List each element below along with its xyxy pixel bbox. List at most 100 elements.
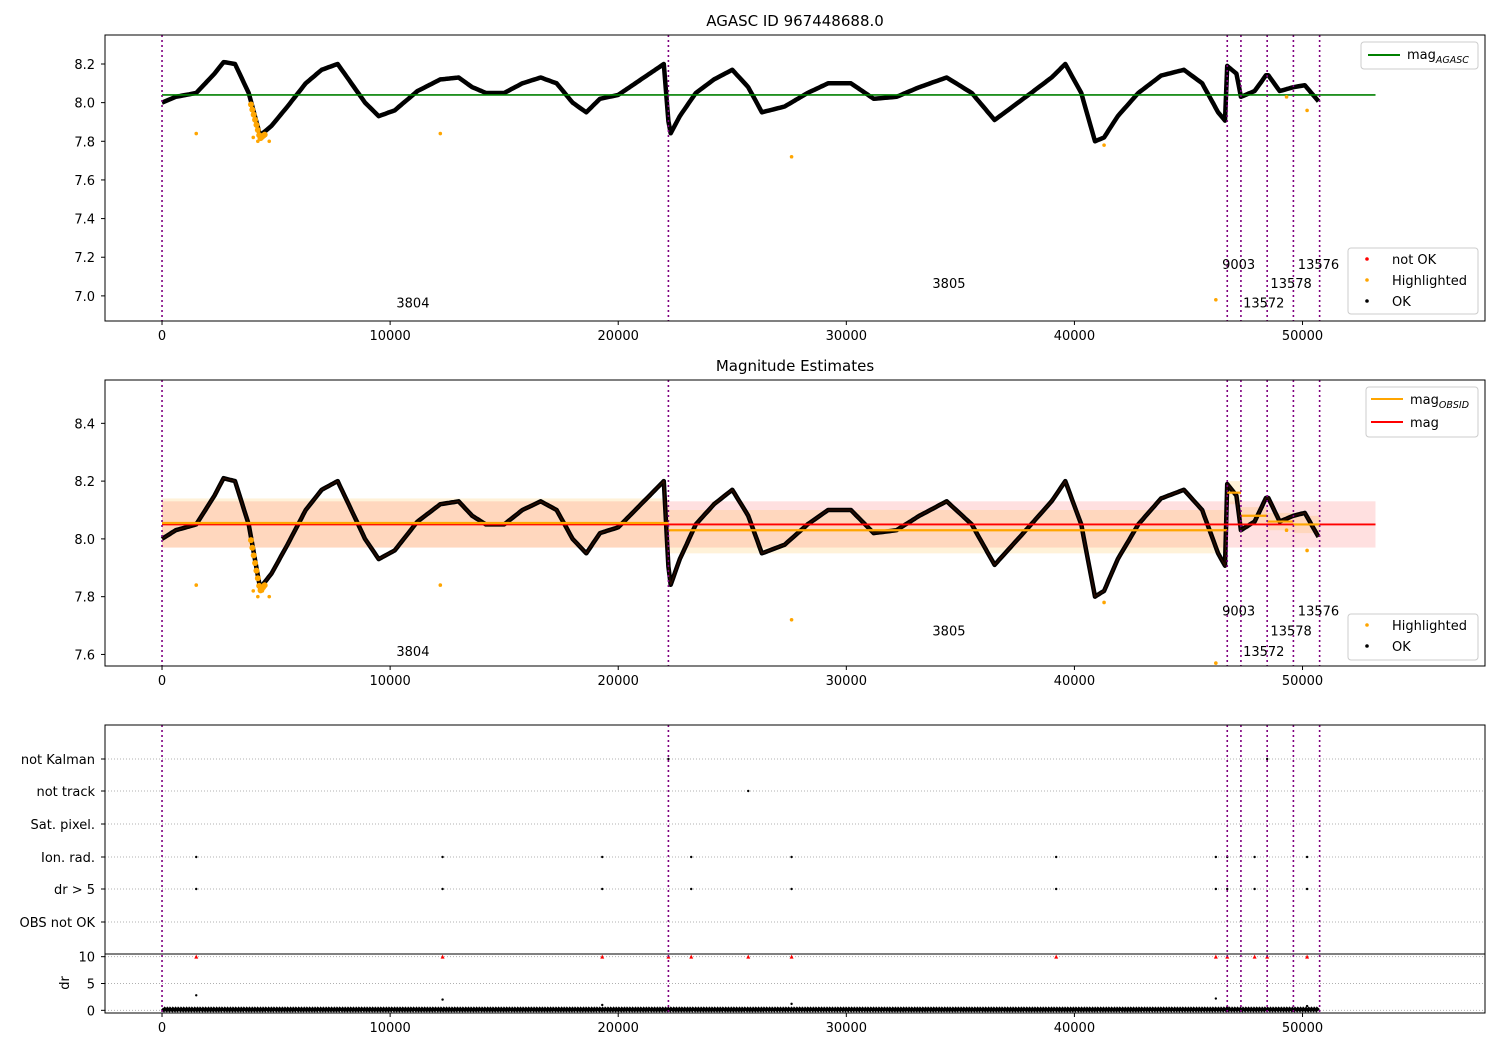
- y-tick-label: 7.4: [74, 213, 95, 228]
- dr-point: [195, 994, 198, 997]
- x-tick-label: 10000: [369, 674, 410, 689]
- panel2-legend-points: Highlighted OK: [1347, 613, 1479, 661]
- dr-clipped-marker: [1252, 954, 1257, 959]
- highlighted-point: [254, 575, 261, 582]
- highlighted-point: [789, 617, 794, 622]
- flag-point: [1054, 887, 1058, 891]
- flag-label: Sat. pixel.: [31, 818, 95, 833]
- y-tick-label: 7.6: [74, 174, 95, 189]
- highlighted-point: [194, 583, 199, 587]
- flag-label: OBS not OK: [20, 916, 96, 931]
- highlighted-point: [1214, 661, 1218, 665]
- flag-point: [601, 855, 604, 859]
- y-tick-label: 8.4: [74, 417, 95, 432]
- legend-label-highlighted: Highlighted: [1392, 619, 1467, 634]
- legend-label-main: mag: [1407, 48, 1436, 63]
- dr-clipped-marker: [194, 954, 199, 959]
- flag-point: [1214, 855, 1218, 859]
- highlighted-point: [267, 594, 272, 599]
- highlighted-point: [261, 131, 268, 138]
- flag-label: Ion. rad.: [41, 851, 95, 866]
- ok-series-curve: [161, 59, 1321, 144]
- legend-box: [1347, 613, 1479, 661]
- dr-point: [1214, 997, 1218, 1000]
- highlighted-point: [250, 552, 257, 559]
- legend-box: [1347, 247, 1479, 315]
- x-tick-label: 50000: [1282, 1021, 1323, 1036]
- flag-point: [195, 855, 198, 859]
- flag-point: [1305, 887, 1309, 891]
- panel-flags: not Kalman not track Sat. pixel. Ion. rad. d…: [20, 724, 1486, 1036]
- highlighted-point: [438, 583, 443, 587]
- obs-label: 13578: [1270, 625, 1311, 640]
- flag-label: dr > 5: [54, 883, 95, 898]
- legend-marker-ok: [1365, 299, 1369, 303]
- flag-point: [1253, 887, 1256, 891]
- x-tick-label: 40000: [1054, 1021, 1095, 1036]
- legend-label-main: mag: [1410, 393, 1439, 408]
- panel2-plot: 0 10000 20000 30000 40000 50000 7.6 7.8 8.0 8.2 8.…: [74, 380, 1376, 689]
- panel-agasc-magnitude: AGASC ID 967448688.0 0 10000 20000 30000 400…: [74, 12, 1486, 344]
- x-tick-label: 10000: [369, 1021, 410, 1036]
- x-tick-label: 0: [158, 674, 166, 689]
- x-tick-label: 20000: [598, 674, 639, 689]
- legend-label-ok: OK: [1392, 295, 1411, 310]
- dr-point: [441, 998, 444, 1001]
- flag-point: [690, 887, 693, 891]
- legend-label-mag-agasc: magAGASC: [1407, 48, 1469, 66]
- highlighted-point: [253, 121, 260, 128]
- x-tick-label: 20000: [598, 1021, 639, 1036]
- highlighted-point: [261, 582, 268, 589]
- x-tick-label: 0: [158, 329, 166, 344]
- legend-label-not-ok: not OK: [1392, 253, 1437, 268]
- y-tick-label: 7.8: [74, 591, 95, 606]
- obs-label: 3804: [396, 645, 429, 660]
- legend-marker-ok: [1365, 644, 1369, 648]
- panel1-title: AGASC ID 967448688.0: [706, 12, 884, 30]
- legend-marker-not-ok: [1365, 257, 1369, 261]
- y-tick-label: 7.6: [74, 648, 95, 663]
- highlighted-point: [247, 537, 254, 544]
- highlighted-point: [253, 567, 260, 574]
- dr-point: [601, 1003, 604, 1007]
- legend-marker-highlighted: [1365, 623, 1369, 627]
- dr-series: [161, 1006, 1320, 1013]
- highlighted-point: [252, 560, 259, 567]
- flag-point: [747, 789, 750, 793]
- highlighted-point: [194, 131, 199, 136]
- highlighted-point: [249, 544, 256, 551]
- highlighted-point: [1305, 108, 1309, 113]
- highlighted-point: [1284, 95, 1289, 99]
- flag-point: [1226, 887, 1229, 891]
- x-tick-label: 10000: [369, 329, 410, 344]
- y-tick-label: 7.2: [74, 251, 95, 266]
- flag-point: [667, 757, 670, 761]
- obs-label: 3804: [396, 296, 429, 311]
- x-tick-label: 0: [158, 1021, 166, 1036]
- panel3-frame: [104, 724, 1486, 1014]
- dr-tick-label: 10: [78, 951, 95, 966]
- flag-label: not Kalman: [21, 753, 95, 768]
- obs-label: 3805: [932, 625, 965, 640]
- legend-label-mag-obsid: magOBSID: [1410, 393, 1469, 411]
- x-tick-label: 50000: [1282, 674, 1323, 689]
- obs-label: 13576: [1298, 604, 1339, 619]
- dr-clipped-marker: [746, 954, 751, 959]
- highlighted-point: [1305, 548, 1309, 553]
- dr-clipped-marker: [600, 954, 605, 959]
- legend-label-mag: mag: [1410, 416, 1439, 431]
- dr-tick-label: 5: [87, 978, 95, 993]
- legend-box: [1360, 41, 1479, 70]
- x-tick-label: 30000: [826, 329, 867, 344]
- highlighted-point: [256, 594, 260, 599]
- dr-clipped-marker: [789, 954, 794, 959]
- highlighted-point: [251, 135, 256, 140]
- dr-clipped-marker: [440, 954, 445, 959]
- obs-label: 13572: [1243, 296, 1284, 311]
- highlighted-point: [254, 126, 261, 133]
- legend-label-highlighted: Highlighted: [1392, 274, 1467, 289]
- obs-label: 9003: [1222, 604, 1255, 619]
- highlighted-point: [1284, 528, 1289, 533]
